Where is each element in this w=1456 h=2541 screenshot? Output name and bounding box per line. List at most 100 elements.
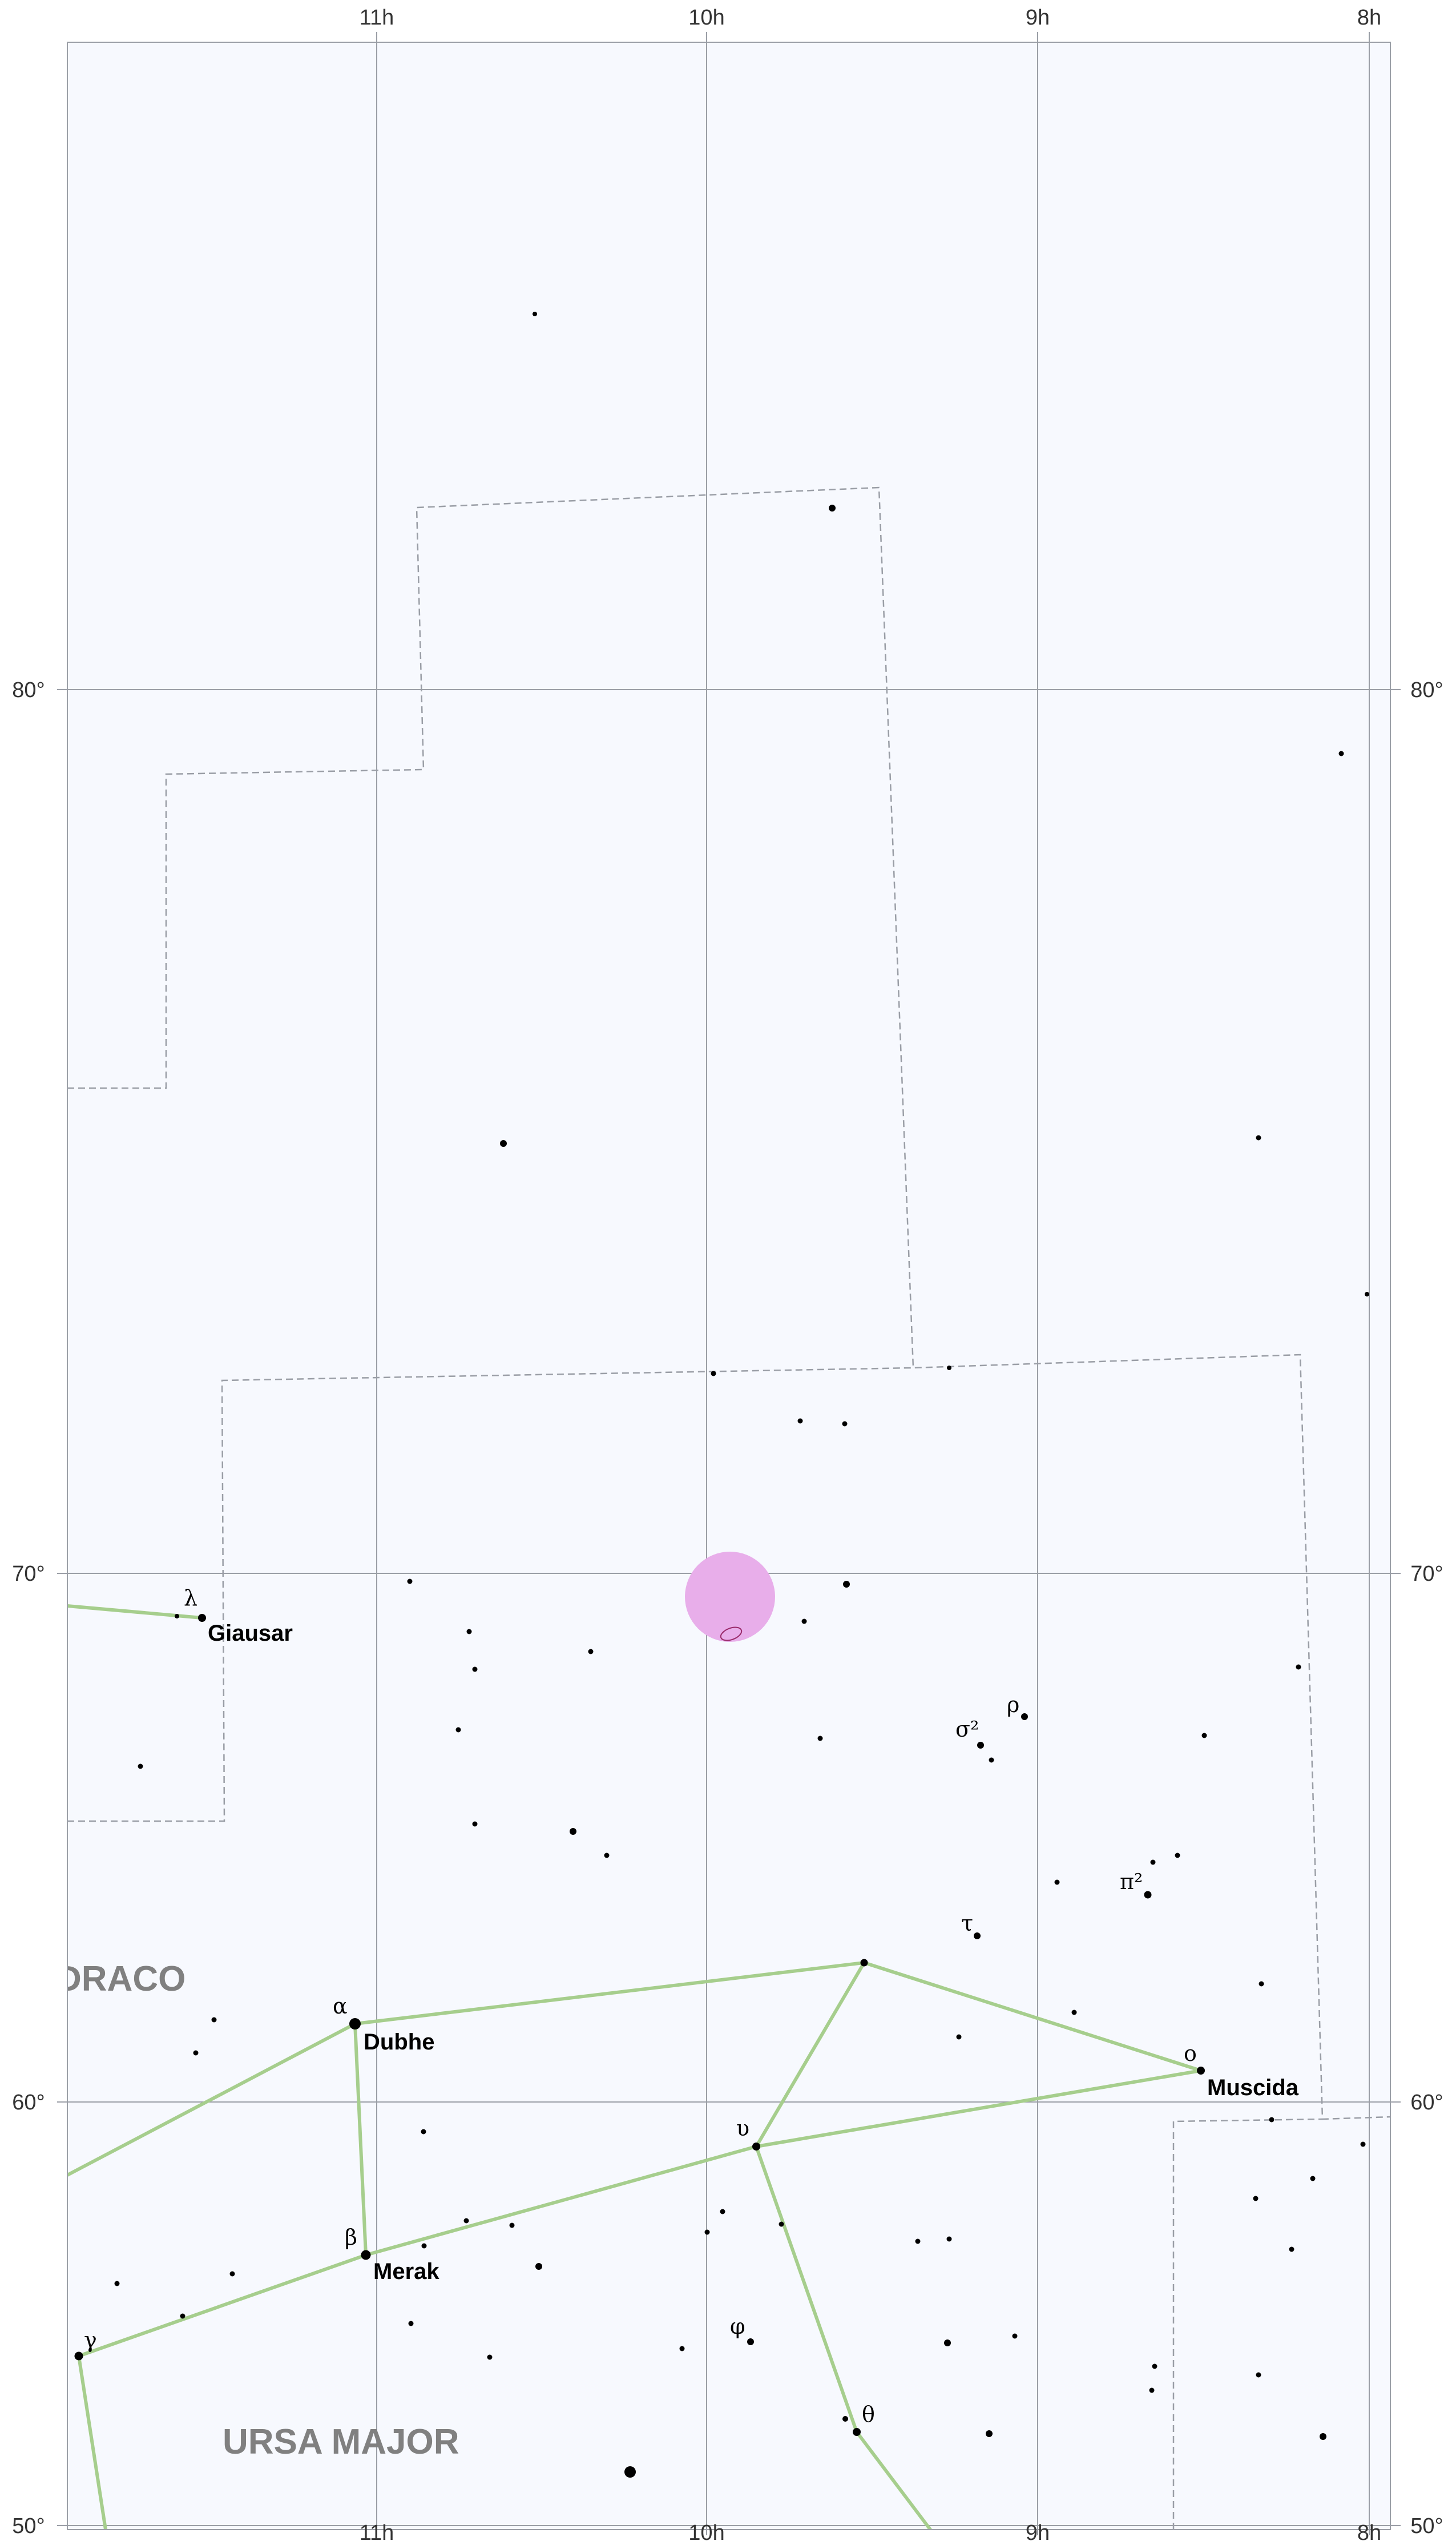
star-50 bbox=[463, 2218, 469, 2224]
star-20 bbox=[977, 1742, 984, 1749]
star-76 bbox=[624, 2466, 636, 2478]
star-36 bbox=[1071, 2010, 1077, 2015]
star-35 bbox=[1259, 1981, 1264, 1987]
line-dubhe-muscida-arm bbox=[353, 1961, 866, 2025]
star-11 bbox=[843, 1581, 850, 1588]
line-dubhe-merak bbox=[353, 2022, 368, 2257]
greek-omicron: ο bbox=[1184, 2041, 1197, 2066]
dec-label-left-80: 80° bbox=[12, 678, 45, 702]
star-55 bbox=[946, 2236, 952, 2242]
line-upsilon-muscida bbox=[755, 2069, 1203, 2148]
star-60 bbox=[114, 2281, 120, 2286]
star-52 bbox=[779, 2221, 784, 2227]
star-7 bbox=[947, 1366, 951, 1370]
star-66 bbox=[1256, 2372, 1261, 2378]
star-25 bbox=[138, 1763, 143, 1769]
ra-label-bottom-9h: 9h bbox=[1026, 2521, 1050, 2541]
axis-labels: 11h 10h 9h 8h 11h 10h 9h 8h 80° 70° 60° … bbox=[12, 6, 1443, 2541]
star-3 bbox=[500, 1140, 507, 1147]
star-19 bbox=[1021, 1713, 1028, 1720]
boundary-draco bbox=[67, 1367, 914, 1822]
star-68 bbox=[74, 2351, 83, 2361]
star-4 bbox=[1256, 1135, 1261, 1141]
star-28 bbox=[604, 1853, 610, 1858]
constellation-boundaries bbox=[67, 486, 1391, 2530]
star-38 bbox=[956, 2034, 962, 2040]
star-69 bbox=[679, 2346, 685, 2351]
star-name-dubhe: Dubhe bbox=[364, 2029, 434, 2055]
star-40 bbox=[193, 2050, 199, 2056]
star-58 bbox=[535, 2263, 542, 2270]
greek-alpha: α bbox=[333, 1994, 348, 2019]
star-71 bbox=[1149, 2387, 1155, 2393]
star-64 bbox=[747, 2338, 754, 2345]
star-47 bbox=[704, 2229, 710, 2235]
star-24 bbox=[989, 1757, 994, 1763]
line-arm-muscida bbox=[862, 1961, 1203, 2072]
line-dubhe-west bbox=[66, 2022, 357, 2177]
ra-label-top-9h: 9h bbox=[1026, 6, 1050, 30]
star-33 bbox=[974, 1932, 981, 1939]
ra-label-top-8h: 8h bbox=[1357, 6, 1381, 30]
star-29 bbox=[1175, 1853, 1180, 1858]
galaxy-marker bbox=[685, 1552, 775, 1642]
star-18 bbox=[1296, 1664, 1301, 1670]
greek-gamma: γ bbox=[84, 2327, 97, 2353]
star-13 bbox=[198, 1614, 206, 1622]
greek-rho: ρ bbox=[1007, 1692, 1019, 1717]
star-26 bbox=[472, 1821, 478, 1827]
star-0 bbox=[533, 312, 537, 316]
star-65 bbox=[944, 2339, 951, 2346]
star-32 bbox=[1144, 1891, 1152, 1899]
star-74 bbox=[986, 2430, 993, 2437]
star-67 bbox=[487, 2354, 493, 2360]
star-22 bbox=[455, 1727, 461, 1733]
star-12 bbox=[175, 1614, 179, 1618]
star-70 bbox=[1152, 2363, 1157, 2369]
star-59 bbox=[229, 2271, 235, 2277]
dec-label-right-60: 60° bbox=[1410, 2091, 1443, 2115]
star-30 bbox=[1150, 1859, 1156, 1865]
axis-ticks bbox=[57, 32, 1401, 2535]
dec-label-right-50: 50° bbox=[1410, 2514, 1443, 2538]
star-6 bbox=[711, 1371, 716, 1376]
star-46 bbox=[720, 2209, 725, 2214]
star-27 bbox=[570, 1828, 576, 1835]
greek-labels: α β λ ο γ υ φ θ τ π² σ² ρ bbox=[84, 1585, 1197, 2427]
line-theta-south bbox=[855, 2430, 932, 2531]
stars-layer bbox=[74, 312, 1369, 2478]
star-2 bbox=[1338, 751, 1344, 756]
greek-theta: θ bbox=[862, 2402, 875, 2427]
star-21 bbox=[817, 1735, 823, 1741]
greek-sigma2: σ² bbox=[955, 1717, 979, 1742]
star-51 bbox=[509, 2222, 515, 2228]
star-16 bbox=[588, 1649, 594, 1654]
greek-lambda: λ bbox=[184, 1585, 197, 1610]
dec-label-left-50: 50° bbox=[12, 2514, 45, 2538]
ra-label-bottom-10h: 10h bbox=[688, 2521, 724, 2541]
star-54 bbox=[915, 2238, 921, 2244]
star-5 bbox=[1365, 1292, 1369, 1296]
greek-pi2: π² bbox=[1120, 1869, 1143, 1894]
ra-label-top-10h: 10h bbox=[688, 6, 724, 30]
greek-phi: φ bbox=[730, 2314, 745, 2339]
line-upsilon-theta bbox=[755, 2145, 858, 2434]
dec-label-right-70: 70° bbox=[1410, 1562, 1443, 1586]
dec-label-left-70: 70° bbox=[12, 1562, 45, 1586]
greek-tau: τ bbox=[961, 1911, 973, 1936]
line-arm-upsilon bbox=[755, 1961, 866, 2148]
star-9 bbox=[842, 1421, 848, 1427]
star-63 bbox=[1012, 2333, 1018, 2339]
star-56 bbox=[1289, 2246, 1294, 2252]
line-gamma-south bbox=[77, 2354, 107, 2531]
star-44 bbox=[1360, 2141, 1366, 2147]
star-15 bbox=[801, 1618, 807, 1624]
chart-background bbox=[67, 42, 1390, 2530]
star-75 bbox=[1320, 2433, 1326, 2440]
star-42 bbox=[1269, 2117, 1274, 2123]
galaxy-highlight bbox=[685, 1552, 775, 1642]
constellation-names: DRACO URSA MAJOR bbox=[56, 1959, 459, 2462]
boundary-upper bbox=[67, 486, 1391, 2120]
